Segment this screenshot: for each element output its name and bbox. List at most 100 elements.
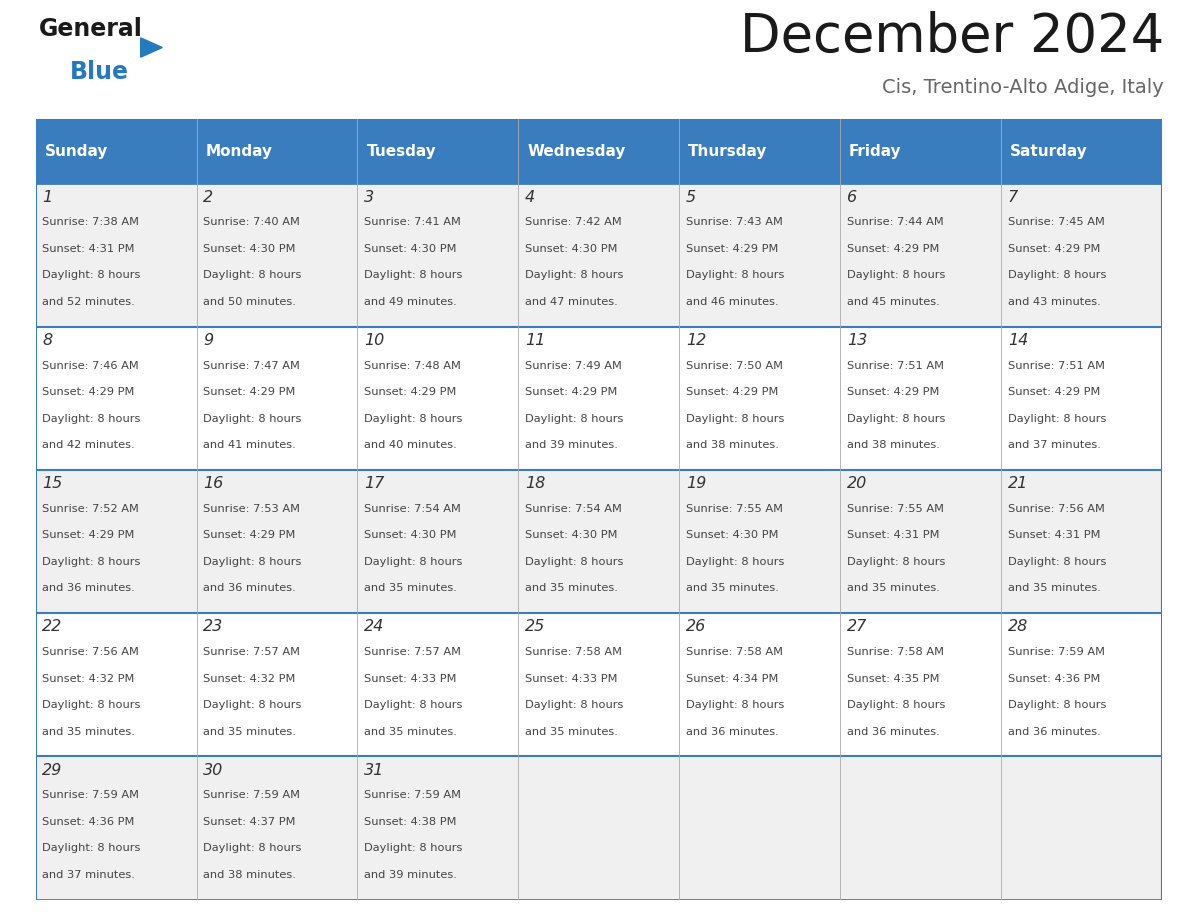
Bar [36, 756, 196, 900]
Bar [1001, 119, 1162, 184]
Bar [358, 327, 518, 470]
Text: Daylight: 8 hours: Daylight: 8 hours [847, 414, 946, 424]
Bar [840, 184, 1001, 327]
Text: Sunrise: 7:47 AM: Sunrise: 7:47 AM [203, 361, 301, 371]
Text: Daylight: 8 hours: Daylight: 8 hours [365, 700, 462, 711]
Bar [1001, 470, 1162, 613]
Text: Sunrise: 7:45 AM: Sunrise: 7:45 AM [1007, 218, 1105, 228]
Text: Sunset: 4:30 PM: Sunset: 4:30 PM [203, 244, 296, 254]
Text: Sunrise: 7:57 AM: Sunrise: 7:57 AM [365, 647, 461, 657]
Text: and 46 minutes.: and 46 minutes. [685, 297, 778, 307]
Text: Sunset: 4:32 PM: Sunset: 4:32 PM [43, 674, 134, 684]
Text: 9: 9 [203, 333, 214, 348]
Text: and 42 minutes.: and 42 minutes. [43, 440, 135, 450]
Text: Sunrise: 7:58 AM: Sunrise: 7:58 AM [847, 647, 943, 657]
Text: and 35 minutes.: and 35 minutes. [685, 584, 779, 593]
Text: 22: 22 [43, 620, 63, 634]
Text: and 40 minutes.: and 40 minutes. [365, 440, 457, 450]
Text: Sunset: 4:33 PM: Sunset: 4:33 PM [525, 674, 618, 684]
Text: Sunset: 4:30 PM: Sunset: 4:30 PM [365, 531, 456, 541]
Text: Wednesday: Wednesday [527, 144, 626, 159]
Text: Sunset: 4:29 PM: Sunset: 4:29 PM [43, 531, 134, 541]
Text: Sunrise: 7:52 AM: Sunrise: 7:52 AM [43, 504, 139, 514]
Text: Sunset: 4:29 PM: Sunset: 4:29 PM [43, 387, 134, 397]
Text: 12: 12 [685, 333, 706, 348]
Text: Sunset: 4:29 PM: Sunset: 4:29 PM [1007, 244, 1100, 254]
Text: Sunset: 4:36 PM: Sunset: 4:36 PM [1007, 674, 1100, 684]
Text: 28: 28 [1007, 620, 1028, 634]
Text: 25: 25 [525, 620, 545, 634]
Text: Sunrise: 7:46 AM: Sunrise: 7:46 AM [43, 361, 139, 371]
Text: and 52 minutes.: and 52 minutes. [43, 297, 135, 307]
Text: 15: 15 [43, 476, 63, 491]
Text: Sunrise: 7:43 AM: Sunrise: 7:43 AM [685, 218, 783, 228]
Text: 2: 2 [203, 189, 214, 205]
Text: Friday: Friday [849, 144, 902, 159]
Text: and 49 minutes.: and 49 minutes. [365, 297, 457, 307]
Text: Daylight: 8 hours: Daylight: 8 hours [43, 700, 140, 711]
Text: Sunset: 4:31 PM: Sunset: 4:31 PM [847, 531, 940, 541]
Text: 5: 5 [685, 189, 696, 205]
Text: and 35 minutes.: and 35 minutes. [203, 727, 296, 737]
Bar [840, 470, 1001, 613]
Text: 19: 19 [685, 476, 706, 491]
Text: Sunrise: 7:51 AM: Sunrise: 7:51 AM [847, 361, 943, 371]
Text: and 38 minutes.: and 38 minutes. [847, 440, 940, 450]
Text: Sunset: 4:31 PM: Sunset: 4:31 PM [1007, 531, 1100, 541]
Text: and 36 minutes.: and 36 minutes. [43, 584, 135, 593]
Bar [196, 470, 358, 613]
Bar [518, 756, 680, 900]
Bar [680, 327, 840, 470]
Text: and 37 minutes.: and 37 minutes. [1007, 440, 1100, 450]
Text: Daylight: 8 hours: Daylight: 8 hours [43, 844, 140, 854]
Text: Sunset: 4:30 PM: Sunset: 4:30 PM [365, 244, 456, 254]
Bar [196, 613, 358, 756]
Bar [518, 470, 680, 613]
Bar [36, 119, 196, 184]
Text: and 35 minutes.: and 35 minutes. [1007, 584, 1100, 593]
Text: Sunset: 4:37 PM: Sunset: 4:37 PM [203, 817, 296, 827]
Text: and 38 minutes.: and 38 minutes. [685, 440, 779, 450]
Text: and 45 minutes.: and 45 minutes. [847, 297, 940, 307]
Text: Sunset: 4:33 PM: Sunset: 4:33 PM [365, 674, 456, 684]
Text: Sunrise: 7:59 AM: Sunrise: 7:59 AM [203, 790, 301, 800]
Text: Daylight: 8 hours: Daylight: 8 hours [525, 557, 624, 567]
Text: Daylight: 8 hours: Daylight: 8 hours [525, 414, 624, 424]
Text: 14: 14 [1007, 333, 1028, 348]
Bar [680, 613, 840, 756]
Text: and 36 minutes.: and 36 minutes. [685, 727, 778, 737]
Text: Daylight: 8 hours: Daylight: 8 hours [203, 271, 302, 280]
Text: Sunset: 4:29 PM: Sunset: 4:29 PM [525, 387, 618, 397]
Bar [840, 613, 1001, 756]
Bar [840, 327, 1001, 470]
Text: Sunrise: 7:38 AM: Sunrise: 7:38 AM [43, 218, 139, 228]
Text: Sunset: 4:32 PM: Sunset: 4:32 PM [203, 674, 296, 684]
Text: Sunset: 4:30 PM: Sunset: 4:30 PM [525, 531, 618, 541]
Text: 6: 6 [847, 189, 857, 205]
Text: 23: 23 [203, 620, 223, 634]
Text: 21: 21 [1007, 476, 1028, 491]
Text: and 38 minutes.: and 38 minutes. [203, 870, 296, 880]
Text: Daylight: 8 hours: Daylight: 8 hours [43, 414, 140, 424]
Text: Sunrise: 7:55 AM: Sunrise: 7:55 AM [685, 504, 783, 514]
Text: Sunrise: 7:53 AM: Sunrise: 7:53 AM [203, 504, 301, 514]
Text: Daylight: 8 hours: Daylight: 8 hours [43, 271, 140, 280]
Text: and 35 minutes.: and 35 minutes. [365, 727, 457, 737]
Text: Daylight: 8 hours: Daylight: 8 hours [847, 700, 946, 711]
Text: Monday: Monday [206, 144, 272, 159]
Text: Sunset: 4:29 PM: Sunset: 4:29 PM [1007, 387, 1100, 397]
Text: Sunset: 4:29 PM: Sunset: 4:29 PM [685, 244, 778, 254]
Text: Sunset: 4:29 PM: Sunset: 4:29 PM [685, 387, 778, 397]
Text: 13: 13 [847, 333, 867, 348]
Text: Sunset: 4:29 PM: Sunset: 4:29 PM [203, 531, 296, 541]
Text: Daylight: 8 hours: Daylight: 8 hours [525, 271, 624, 280]
Bar [680, 756, 840, 900]
Text: Blue: Blue [70, 60, 128, 84]
Text: Sunrise: 7:55 AM: Sunrise: 7:55 AM [847, 504, 943, 514]
Polygon shape [140, 38, 163, 57]
Text: Sunrise: 7:42 AM: Sunrise: 7:42 AM [525, 218, 621, 228]
Text: Daylight: 8 hours: Daylight: 8 hours [847, 557, 946, 567]
Text: Sunset: 4:38 PM: Sunset: 4:38 PM [365, 817, 456, 827]
Text: Saturday: Saturday [1010, 144, 1088, 159]
Text: Sunset: 4:29 PM: Sunset: 4:29 PM [847, 387, 940, 397]
